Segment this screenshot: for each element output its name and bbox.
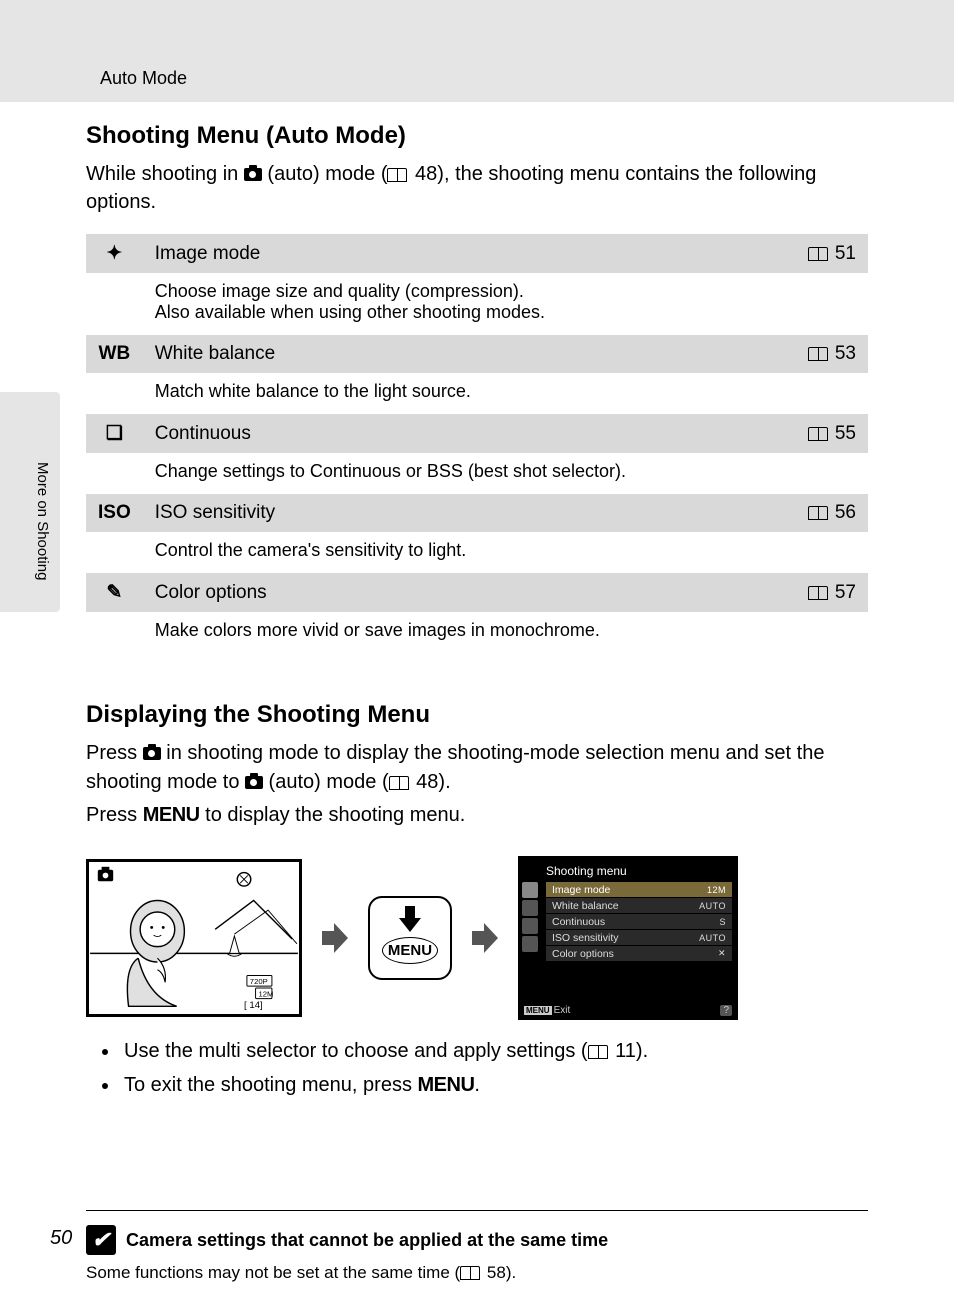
- row-page: 56: [788, 494, 868, 532]
- lcd-sidebar: [522, 882, 542, 954]
- lcd-item-value: ✕: [718, 948, 726, 959]
- book-icon: [808, 586, 828, 600]
- lcd-item-label: ISO sensitivity: [552, 932, 619, 944]
- lcd-item-value: AUTO: [699, 933, 726, 943]
- menu-row-desc: Choose image size and quality (compressi…: [86, 273, 868, 335]
- row-page: 51: [788, 234, 868, 273]
- row-title: White balance: [143, 335, 788, 373]
- lcd-title: Shooting menu: [546, 864, 732, 878]
- menu-row-header: ❏Continuous 55: [86, 414, 868, 453]
- s1-intro: While shooting in (auto) mode ( 48), the…: [86, 160, 868, 216]
- s2-p1: Press in shooting mode to display the sh…: [86, 739, 868, 797]
- menu-row-header: ✎Color options 57: [86, 573, 868, 612]
- lcd-menu-item: ISO sensitivity AUTO: [546, 930, 732, 945]
- lcd-item-value: AUTO: [699, 901, 726, 911]
- menu-row-header: WBWhite balance 53: [86, 335, 868, 373]
- menu-button-label: MENU: [382, 937, 438, 964]
- row-desc-text: Match white balance to the light source.: [143, 373, 868, 414]
- note-block: ✔ Camera settings that cannot be applied…: [86, 1210, 868, 1283]
- viewfinder-illustration: 720P 12M [ 14]: [86, 859, 302, 1017]
- check-badge-icon: ✔: [86, 1225, 116, 1255]
- row-desc-text: Choose image size and quality (compressi…: [143, 273, 868, 335]
- menu-button-illustration: MENU: [368, 896, 452, 980]
- lcd-item-label: Image mode: [552, 884, 610, 896]
- book-icon: [389, 776, 409, 790]
- menu-row-desc: Control the camera's sensitivity to ligh…: [86, 532, 868, 573]
- s2-p2: Press MENU to display the shooting menu.: [86, 801, 868, 830]
- row-icon: WB: [86, 335, 143, 373]
- lcd-menu-item: Image mode 12M: [546, 882, 732, 897]
- shooting-menu-table: ✦Image mode 51Choose image size and qual…: [86, 234, 868, 653]
- note-title: Camera settings that cannot be applied a…: [126, 1230, 608, 1251]
- book-icon: [808, 347, 828, 361]
- svg-text:[ 14]: [ 14]: [244, 1000, 263, 1011]
- svg-text:720P: 720P: [250, 977, 268, 986]
- lcd-item-label: Continuous: [552, 916, 605, 928]
- row-title: Color options: [143, 573, 788, 612]
- book-icon: [387, 168, 407, 182]
- row-title: Continuous: [143, 414, 788, 453]
- bullet-1: Use the multi selector to choose and app…: [120, 1036, 868, 1066]
- side-tab-label: More on Shooting: [34, 462, 51, 580]
- lcd-menu-item: Color options ✕: [546, 946, 732, 961]
- row-page: 57: [788, 573, 868, 612]
- camera-icon: [245, 776, 263, 789]
- row-icon: ✦: [86, 234, 143, 273]
- row-icon: ✎: [86, 573, 143, 612]
- arrow-right-icon: [470, 921, 500, 955]
- arrow-right-icon: [320, 921, 350, 955]
- row-page: 53: [788, 335, 868, 373]
- lcd-menu-list: Image mode 12M White balance AUTO Continuous…: [546, 882, 732, 961]
- section-header-bar: Auto Mode: [0, 0, 954, 102]
- lcd-menu-item: White balance AUTO: [546, 898, 732, 913]
- book-icon: [808, 247, 828, 261]
- section-name: Auto Mode: [100, 68, 187, 88]
- row-desc-text: Make colors more vivid or save images in…: [143, 612, 868, 653]
- lcd-item-label: Color options: [552, 948, 614, 960]
- lcd-item-value: S: [719, 917, 726, 927]
- page-number: 50: [50, 1227, 72, 1250]
- lcd-item-label: White balance: [552, 900, 619, 912]
- figure-row: 720P 12M [ 14] MENU Shooting: [86, 856, 868, 1020]
- book-icon: [460, 1266, 480, 1280]
- camera-icon: [143, 747, 161, 760]
- menu-row-header: ISOISO sensitivity 56: [86, 494, 868, 532]
- row-icon: ❏: [86, 414, 143, 453]
- row-desc-text: Change settings to Continuous or BSS (be…: [143, 453, 868, 494]
- camera-icon: [244, 168, 262, 181]
- menu-text-icon: MENU: [143, 804, 200, 826]
- menu-row-desc: Match white balance to the light source.: [86, 373, 868, 414]
- row-page: 55: [788, 414, 868, 453]
- lcd-menu-item: Continuous S: [546, 914, 732, 929]
- s2-title: Displaying the Shooting Menu: [86, 701, 868, 729]
- s1-title: Shooting Menu (Auto Mode): [86, 122, 868, 150]
- book-icon: [808, 427, 828, 441]
- lcd-footer: MENUExit ?: [524, 1005, 732, 1016]
- arrow-down-icon: [397, 904, 423, 934]
- menu-row-desc: Make colors more vivid or save images in…: [86, 612, 868, 653]
- row-icon: ISO: [86, 494, 143, 532]
- book-icon: [588, 1045, 608, 1059]
- book-icon: [808, 506, 828, 520]
- row-title: Image mode: [143, 234, 788, 273]
- note-body: Some functions may not be set at the sam…: [86, 1263, 868, 1283]
- menu-row-header: ✦Image mode 51: [86, 234, 868, 273]
- note-title-row: ✔ Camera settings that cannot be applied…: [86, 1225, 868, 1255]
- menu-text-icon: MENU: [418, 1074, 475, 1096]
- row-title: ISO sensitivity: [143, 494, 788, 532]
- instruction-bullets: Use the multi selector to choose and app…: [120, 1036, 868, 1100]
- menu-row-desc: Change settings to Continuous or BSS (be…: [86, 453, 868, 494]
- lcd-item-value: 12M: [707, 885, 726, 895]
- bullet-2: To exit the shooting menu, press MENU.: [120, 1070, 868, 1100]
- shooting-menu-screen: Shooting menu Image mode 12M White balance…: [518, 856, 738, 1020]
- svg-text:12M: 12M: [258, 990, 273, 999]
- row-desc-text: Control the camera's sensitivity to ligh…: [143, 532, 868, 573]
- side-tab: [0, 392, 60, 612]
